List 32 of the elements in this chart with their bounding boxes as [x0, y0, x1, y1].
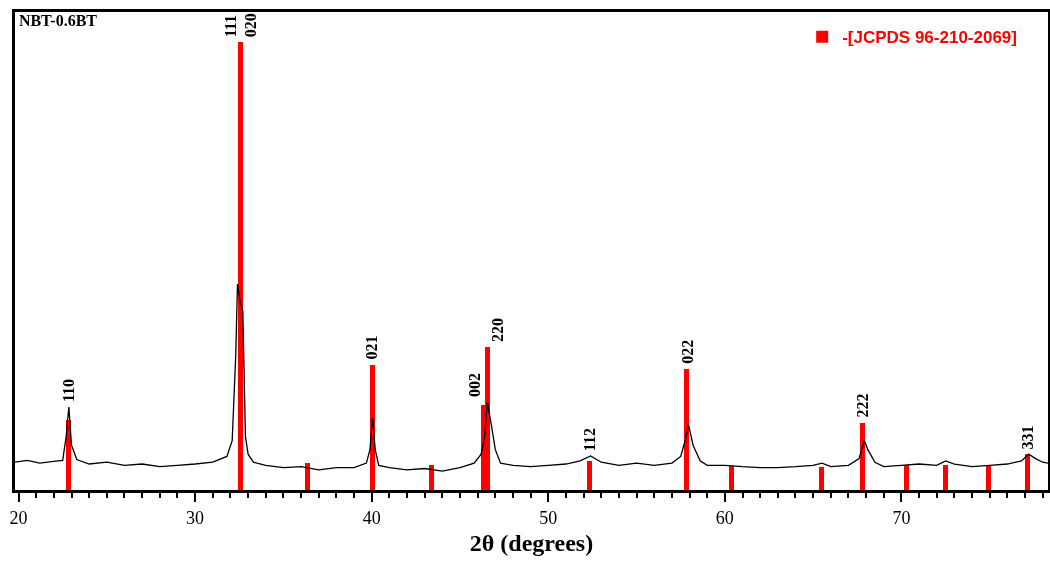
bar — [860, 422, 866, 490]
bar — [428, 464, 434, 490]
bar — [942, 464, 948, 490]
bar — [818, 467, 824, 490]
annotation: 111 — [222, 15, 240, 38]
x-tick-label: 40 — [362, 507, 381, 528]
bar — [729, 465, 735, 490]
annotation: 002 — [465, 373, 483, 398]
legend-label: -[JCPDS 96-210-2069] — [842, 28, 1017, 48]
annotation: 021 — [363, 335, 381, 360]
x-tick-label: 20 — [9, 507, 28, 528]
annotation: 020 — [242, 13, 260, 38]
annotation: 222 — [853, 393, 871, 418]
annotation: 112 — [581, 428, 599, 452]
annotation: 022 — [678, 339, 696, 364]
x-axis-title: 2θ (degrees) — [469, 529, 594, 556]
bar — [903, 464, 909, 490]
bar — [985, 465, 991, 490]
annotation: 110 — [59, 378, 77, 403]
x-tick-label: 30 — [186, 507, 205, 528]
bar — [484, 346, 490, 490]
annotation: 331 — [1019, 425, 1037, 450]
x-tick-label: 70 — [892, 507, 911, 528]
annotation: 220 — [488, 317, 506, 342]
x-tick-label: 50 — [539, 507, 558, 528]
bar — [1024, 454, 1030, 490]
bar — [587, 460, 593, 490]
bar — [304, 463, 310, 490]
bar — [684, 369, 690, 490]
x-tick-label: 60 — [715, 507, 734, 528]
chart-title: NBT-0.6BT — [18, 11, 98, 29]
bar — [237, 42, 243, 490]
